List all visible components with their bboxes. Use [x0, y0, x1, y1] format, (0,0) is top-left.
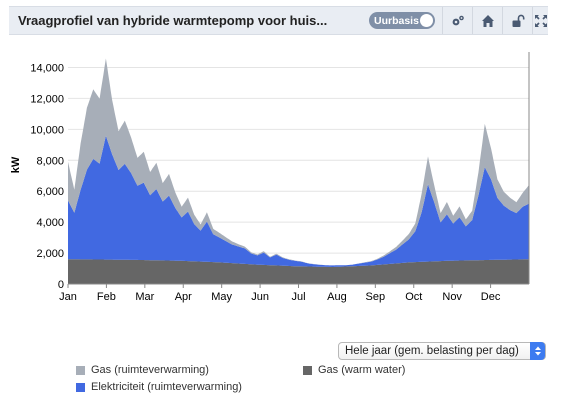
unlock-icon	[512, 14, 525, 27]
select-arrows-icon	[530, 342, 545, 360]
hourly-toggle-label: Uurbasis	[374, 14, 419, 27]
legend-swatch	[76, 382, 85, 392]
y-tick-label: 2,000	[36, 248, 64, 260]
x-tick-label: Oct	[405, 291, 422, 303]
settings-button[interactable]	[442, 7, 473, 34]
y-tick-label: 0	[58, 279, 64, 291]
y-tick-label: 12,000	[30, 93, 64, 105]
gears-icon	[452, 15, 464, 25]
x-tick-label: May	[211, 291, 232, 303]
x-tick-label: Jul	[291, 291, 305, 303]
x-tick-label: Aug	[327, 291, 347, 303]
y-tick-label: 4,000	[36, 217, 64, 229]
panel-title: Vraagprofiel van hybride warmtepomp voor…	[18, 13, 328, 28]
x-tick-label: Jan	[59, 291, 77, 303]
legend-gas-space-heating[interactable]: Gas (ruimteverwarming)	[76, 364, 209, 376]
y-tick-label: 10,000	[30, 124, 64, 136]
y-axis-label: kW	[10, 156, 22, 173]
series-area-0	[68, 259, 529, 284]
panel-header: Vraagprofiel van hybride warmtepomp voor…	[9, 6, 548, 35]
legend-label: Gas (warm water)	[318, 364, 406, 376]
period-select-value: Hele jaar (gem. belasting per dag)	[345, 345, 519, 357]
series-area-1	[68, 135, 529, 267]
legend-label: Elektriciteit (ruimteverwarming)	[91, 381, 242, 393]
toggle-knob	[420, 14, 433, 27]
y-tick-label: 14,000	[30, 62, 64, 74]
legend-gas-hot-water[interactable]: Gas (warm water)	[303, 364, 405, 376]
y-tick-label: 6,000	[36, 186, 64, 198]
legend-swatch	[303, 365, 312, 375]
legend-label: Gas (ruimteverwarming)	[91, 364, 209, 376]
series-area-2	[68, 58, 529, 266]
home-button[interactable]	[472, 7, 503, 34]
x-tick-label: Apr	[175, 291, 192, 303]
x-tick-label: Dec	[481, 291, 501, 303]
expand-button[interactable]	[532, 7, 549, 34]
x-tick-label: Jun	[251, 291, 269, 303]
home-icon	[482, 14, 494, 27]
x-tick-label: Feb	[97, 291, 116, 303]
hourly-toggle[interactable]: Uurbasis	[369, 12, 435, 29]
x-tick-label: Mar	[135, 291, 154, 303]
expand-icon	[535, 14, 547, 27]
period-select[interactable]: Hele jaar (gem. belasting per dag)	[338, 342, 546, 360]
unlock-button[interactable]	[502, 7, 533, 34]
x-tick-label: Nov	[442, 291, 462, 303]
legend-swatch	[76, 365, 85, 375]
y-tick-label: 8,000	[36, 155, 64, 167]
legend-electricity-space-heating[interactable]: Elektriciteit (ruimteverwarming)	[76, 381, 242, 393]
x-tick-label: Sep	[366, 291, 386, 303]
